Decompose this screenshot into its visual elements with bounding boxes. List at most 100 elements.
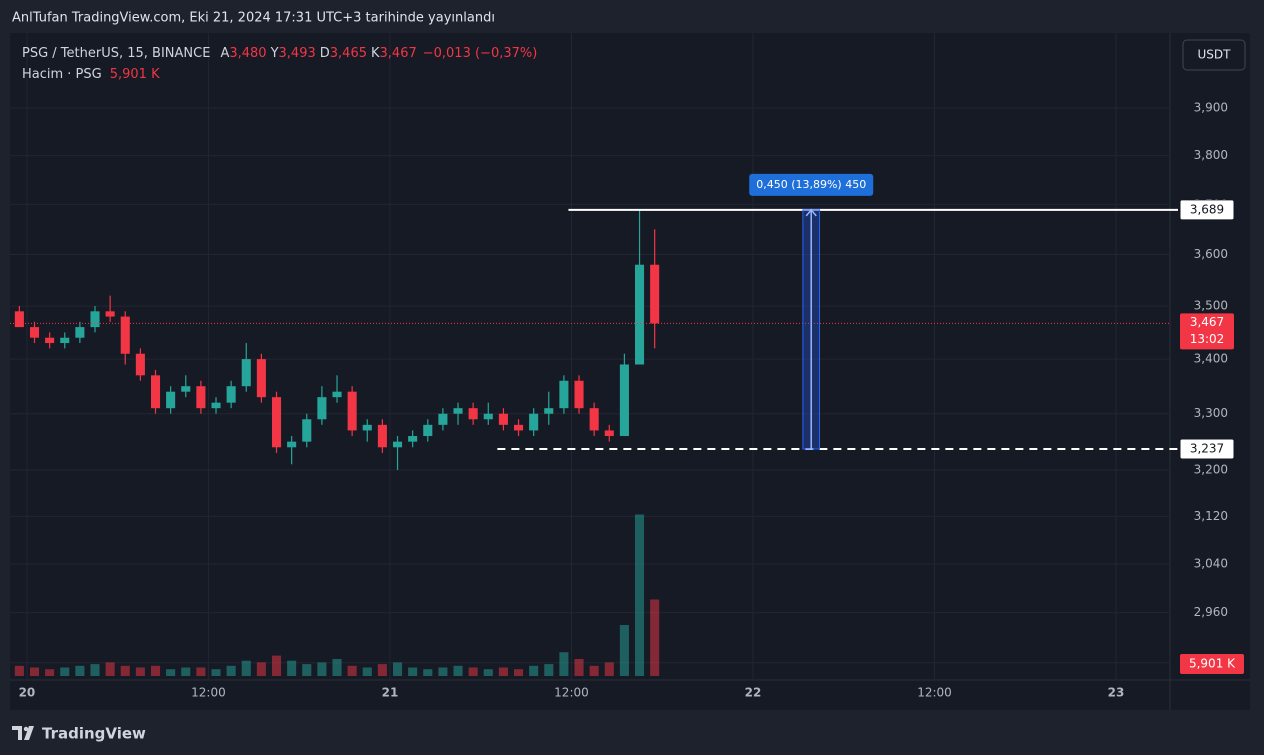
legend-key: A xyxy=(220,46,229,61)
candle-body xyxy=(29,327,40,338)
candle-body xyxy=(181,386,191,392)
y-tick-label: 3,800 xyxy=(1194,148,1228,162)
candle-body xyxy=(529,413,539,431)
candle-body xyxy=(453,408,463,414)
candle-body xyxy=(604,430,614,437)
candle-body xyxy=(347,391,357,431)
candle-body xyxy=(634,264,645,365)
volume-bar xyxy=(650,599,660,676)
volume-bar xyxy=(589,665,599,676)
candle-body xyxy=(150,375,161,409)
candle-body xyxy=(135,353,145,376)
y-tick-label: 3,200 xyxy=(1194,463,1228,477)
candle-body xyxy=(196,386,206,409)
volume-bar xyxy=(256,662,266,676)
measure-label-box xyxy=(749,173,874,196)
y-tick-label: 3,120 xyxy=(1194,509,1228,523)
x-tick-label: 12:00 xyxy=(917,686,952,700)
candle-body xyxy=(256,359,266,398)
legend-value: 3,480 xyxy=(229,46,266,61)
candle-body xyxy=(211,402,221,409)
last-price-box xyxy=(1180,313,1234,350)
y-tick-label: 3,900 xyxy=(1194,101,1228,115)
candle-body xyxy=(14,311,24,328)
last-price-label: 3,467 xyxy=(1190,315,1224,329)
volume-bar xyxy=(347,665,357,676)
y-tick-label: 3,500 xyxy=(1194,299,1228,313)
volume-bar xyxy=(529,665,539,676)
candle-body xyxy=(90,311,100,328)
volume-bar xyxy=(29,667,40,676)
volume-bar xyxy=(75,665,85,676)
level-label-box xyxy=(1179,438,1235,460)
candle-body xyxy=(513,424,524,431)
volume-bar xyxy=(45,669,55,676)
volume-bar xyxy=(634,514,645,676)
legend-change: −0,013 (−0,37%) xyxy=(423,46,538,61)
legend: PSG / TetherUS, 15, BINANCE A3,480 Y3,493 D… xyxy=(22,46,537,61)
volume-bar xyxy=(544,664,554,676)
level-label: 3,689 xyxy=(1190,202,1224,216)
candle-body xyxy=(302,419,312,442)
volume-bar xyxy=(362,667,372,676)
level-label: 3,237 xyxy=(1190,441,1224,455)
x-tick-label: 23 xyxy=(1108,686,1125,700)
candle-body xyxy=(166,391,176,409)
volume-bar xyxy=(574,659,584,676)
candle-body xyxy=(45,337,55,344)
volume-bar xyxy=(226,665,236,676)
volume-bar xyxy=(498,667,508,676)
x-tick-label: 20 xyxy=(19,686,36,700)
currency[interactable]: USDT xyxy=(1198,48,1232,62)
candle-body xyxy=(105,311,115,317)
volume-bar xyxy=(513,669,524,676)
candle-body xyxy=(498,413,508,425)
candle-body xyxy=(423,424,433,437)
candle-body xyxy=(241,359,251,387)
candle-body xyxy=(574,380,584,409)
legend-key: D xyxy=(320,46,330,61)
volume-bar xyxy=(135,667,145,676)
volume-bar xyxy=(332,659,342,676)
volume-bar xyxy=(423,669,433,676)
candle-body xyxy=(544,408,554,414)
volume-label-box xyxy=(1180,654,1244,674)
candle-body xyxy=(559,380,569,409)
volume-bar xyxy=(438,667,448,676)
candle-body xyxy=(408,436,418,442)
volume-bar xyxy=(392,662,403,676)
volume-bar xyxy=(120,665,130,676)
volume-bar xyxy=(150,665,161,676)
volume-bar xyxy=(377,664,387,676)
candle-body xyxy=(362,424,372,431)
volume-bar xyxy=(619,625,629,676)
volume-bar xyxy=(14,665,24,676)
legend-value: 3,465 xyxy=(330,46,367,61)
candle-body xyxy=(75,327,85,338)
volume-legend: Hacim · PSG 5,901 K xyxy=(22,67,160,82)
candle-body xyxy=(60,337,70,344)
volume-bar xyxy=(271,655,282,676)
volume-title: Hacim · PSG xyxy=(22,67,102,82)
volume-axis-label: 5,901 K xyxy=(1189,657,1236,671)
volume-bar xyxy=(105,662,115,676)
legend-value: 3,493 xyxy=(279,46,316,61)
candle-body xyxy=(377,424,387,448)
volume-bar xyxy=(181,667,191,676)
volume-bar xyxy=(166,669,176,676)
brand: TradingView xyxy=(42,725,146,743)
header: AnlTufan TradingView.com, Eki 21, 2024 1… xyxy=(12,11,495,26)
candle-body xyxy=(392,441,403,448)
candle-body xyxy=(120,316,130,354)
candle-body xyxy=(650,264,660,324)
measure-arrow xyxy=(805,208,817,449)
candle-body xyxy=(468,408,478,420)
volume-bar xyxy=(408,667,418,676)
candle-body xyxy=(619,364,629,437)
candle-body xyxy=(287,441,297,448)
y-tick-label: 2,960 xyxy=(1194,605,1228,619)
currency-button[interactable] xyxy=(1182,39,1246,71)
legend-key: Y xyxy=(270,46,279,61)
candle-body xyxy=(589,408,599,431)
